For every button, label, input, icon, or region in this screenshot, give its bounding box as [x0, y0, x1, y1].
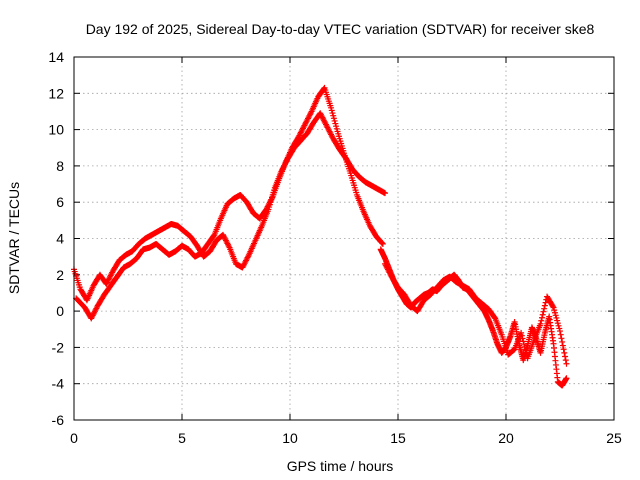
y-tick-label: 0 — [56, 303, 64, 319]
x-axis: 0 5 10 15 20 25 — [70, 57, 622, 446]
y-axis-label: SDTVAR / TECUs — [6, 182, 22, 294]
grid — [74, 57, 614, 420]
data-point — [554, 320, 561, 327]
data-point — [559, 338, 566, 345]
data-point — [541, 305, 548, 312]
data-point — [329, 110, 336, 117]
y-tick-label: 8 — [56, 158, 64, 174]
y-tick-label: 6 — [56, 194, 64, 210]
data-point — [557, 331, 564, 338]
x-axis-label: GPS time / hours — [287, 458, 394, 474]
data-point — [521, 343, 528, 350]
data-point — [328, 107, 335, 114]
data-point — [382, 190, 389, 197]
data-point — [537, 320, 544, 327]
x-tick-label: 20 — [498, 430, 514, 446]
y-tick-label: 2 — [56, 267, 64, 283]
data-point — [552, 312, 559, 319]
data-point — [561, 349, 568, 356]
data-point — [538, 317, 545, 324]
data-point — [522, 346, 529, 353]
data-point — [379, 240, 386, 247]
x-tick-label: 0 — [70, 430, 78, 446]
data-point — [328, 104, 335, 111]
data-point — [551, 307, 558, 314]
y-tick-label: -4 — [52, 376, 65, 392]
x-tick-label: 5 — [178, 430, 186, 446]
data-point — [554, 317, 561, 324]
y-tick-label: 14 — [48, 49, 64, 65]
data-point — [551, 309, 558, 316]
x-tick-label: 25 — [606, 430, 622, 446]
data-point — [541, 302, 548, 309]
data-point — [542, 299, 549, 306]
plot-area — [71, 84, 570, 389]
data-point — [558, 335, 565, 342]
data-point — [549, 303, 556, 310]
data-point — [520, 338, 527, 345]
x-tick-label: 15 — [390, 430, 406, 446]
x-tick-label: 10 — [282, 430, 298, 446]
data-series — [73, 84, 386, 322]
y-tick-label: -6 — [52, 412, 65, 428]
data-point — [539, 311, 546, 318]
data-point — [332, 120, 339, 127]
y-axis: -6 -4 -2 0 2 4 6 8 10 12 14 — [48, 49, 614, 428]
data-point — [560, 346, 567, 353]
data-point — [559, 342, 566, 349]
data-point — [540, 308, 547, 315]
data-point — [563, 375, 570, 382]
data-point — [333, 125, 340, 132]
plot-frame — [73, 56, 615, 421]
data-point — [518, 329, 525, 336]
data-point — [553, 314, 560, 321]
y-tick-label: 12 — [48, 85, 64, 101]
data-point — [557, 328, 563, 335]
data-point — [550, 304, 557, 311]
data-point — [330, 115, 337, 122]
data-point — [330, 112, 337, 119]
chart-title: Day 192 of 2025, Sidereal Day-to-day VTE… — [86, 21, 595, 37]
data-point — [379, 240, 386, 247]
data-point — [562, 357, 569, 364]
data-point — [563, 360, 570, 367]
data-series — [382, 260, 570, 367]
data-point — [519, 335, 526, 342]
data-point — [562, 353, 569, 360]
data-point — [555, 322, 562, 329]
data-point — [331, 117, 338, 124]
y-tick-label: 10 — [48, 122, 64, 138]
y-tick-label: 4 — [56, 231, 64, 247]
data-point — [518, 332, 525, 339]
data-point — [333, 123, 340, 130]
data-point — [539, 314, 545, 321]
data-point — [556, 325, 563, 332]
data-point — [521, 341, 527, 348]
y-tick-label: -2 — [52, 339, 65, 355]
